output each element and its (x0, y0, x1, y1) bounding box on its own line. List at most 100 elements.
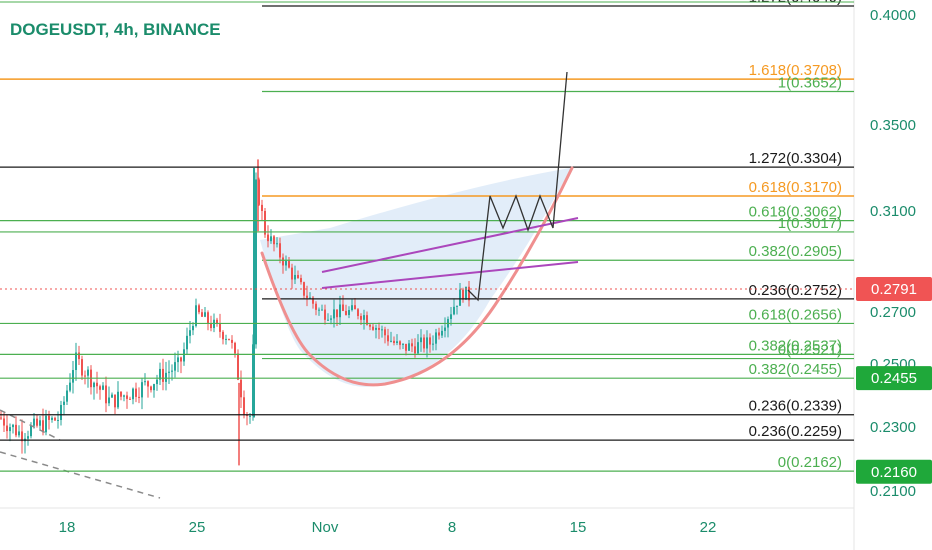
candle-body (165, 372, 167, 382)
candle-body (261, 204, 263, 211)
candle-body (63, 401, 65, 405)
candle-body (399, 341, 401, 345)
level-label: 0.236(0.2339) (749, 398, 842, 415)
candle-body (264, 210, 266, 235)
candle-body (210, 323, 212, 329)
candle-body (255, 179, 257, 345)
candle-body (381, 329, 383, 331)
candle-body (462, 289, 464, 300)
cup-curve (260, 166, 574, 387)
candle-body (105, 385, 107, 404)
level-label: 0.382(0.2537) (749, 337, 842, 354)
price-badge (856, 459, 932, 484)
candle-body (0, 417, 2, 419)
level-label: 0.236(0.2752) (749, 282, 842, 299)
candle-body (342, 304, 344, 311)
candle-body (144, 381, 146, 383)
candle-body (42, 420, 44, 433)
candle-body (303, 282, 305, 296)
price-badge (856, 366, 932, 391)
candle-body (123, 395, 125, 397)
candle-body (324, 309, 326, 320)
level-label: 0.618(0.2656) (749, 306, 842, 323)
candle-body (279, 243, 281, 258)
candle-body (3, 418, 5, 426)
candle-body (402, 343, 404, 345)
candle-body (96, 382, 98, 387)
candle-body (390, 340, 392, 342)
candle-body (378, 327, 380, 330)
price-badge-label: 0.2791 (871, 281, 917, 298)
candle-body (84, 375, 86, 377)
candle-body (330, 318, 332, 320)
x-tick-label: Nov (312, 519, 339, 536)
candle-body (294, 274, 296, 280)
x-tick-label: 8 (448, 519, 456, 536)
candle-body (219, 323, 221, 332)
candle-body (234, 342, 236, 354)
candle-body (351, 305, 353, 311)
candle-body (312, 297, 314, 304)
candle-body (327, 319, 329, 321)
level-label: 0(0.2162) (778, 454, 842, 471)
y-tick-label: 0.2700 (870, 304, 916, 321)
candle-body (30, 425, 32, 437)
candle-body (453, 306, 455, 315)
candle-body (270, 236, 272, 242)
level-label: 1(0.3652) (778, 75, 842, 92)
channel-upper (321, 217, 579, 273)
candle-body (285, 260, 287, 266)
candle-body (426, 337, 428, 349)
candle-body (81, 359, 83, 376)
candle-body (357, 309, 359, 316)
level-label: 0.382(0.2905) (749, 243, 842, 260)
candle-body (267, 234, 269, 242)
price-axis-bg (855, 0, 932, 550)
x-tick-label: 22 (700, 519, 717, 536)
candle-body (12, 424, 14, 428)
candle-body (195, 305, 197, 326)
candle-body (432, 343, 434, 345)
candle-body (186, 335, 188, 350)
candle-body (228, 338, 230, 340)
candle-body (354, 305, 356, 310)
dashed-trendline (0, 451, 161, 499)
candle-body (102, 385, 104, 390)
candle-body (75, 352, 77, 371)
candle-body (363, 315, 365, 320)
x-tick-label: 25 (189, 519, 206, 536)
candle-body (333, 309, 335, 319)
candle-body (360, 315, 362, 320)
candle-body (207, 312, 209, 324)
candle-body (15, 424, 17, 436)
candle-body (99, 386, 101, 390)
channel-lower (321, 261, 579, 289)
candle-body (321, 309, 323, 311)
candle-body (411, 343, 413, 347)
candle-body (258, 179, 260, 205)
candle-body (273, 236, 275, 245)
candle-body (429, 337, 431, 345)
candle-body (69, 382, 71, 391)
candle-body (339, 304, 341, 318)
candle-body (249, 415, 251, 417)
level-label: 1(0.3017) (778, 215, 842, 232)
candle-body (393, 340, 395, 343)
candle-body (36, 418, 38, 426)
candle-body (459, 289, 461, 306)
candle-body (246, 414, 248, 416)
candle-body (93, 382, 95, 388)
candle-body (129, 398, 131, 400)
candle-body (348, 310, 350, 315)
candle-body (72, 370, 74, 383)
candle-body (87, 369, 89, 376)
candle-body (216, 319, 218, 324)
candle-body (180, 357, 182, 362)
level-label: 1.272(0.3304) (749, 150, 842, 167)
candle-body (222, 331, 224, 340)
candle-body (39, 420, 41, 426)
candle-body (132, 388, 134, 400)
candle-body (276, 243, 278, 245)
